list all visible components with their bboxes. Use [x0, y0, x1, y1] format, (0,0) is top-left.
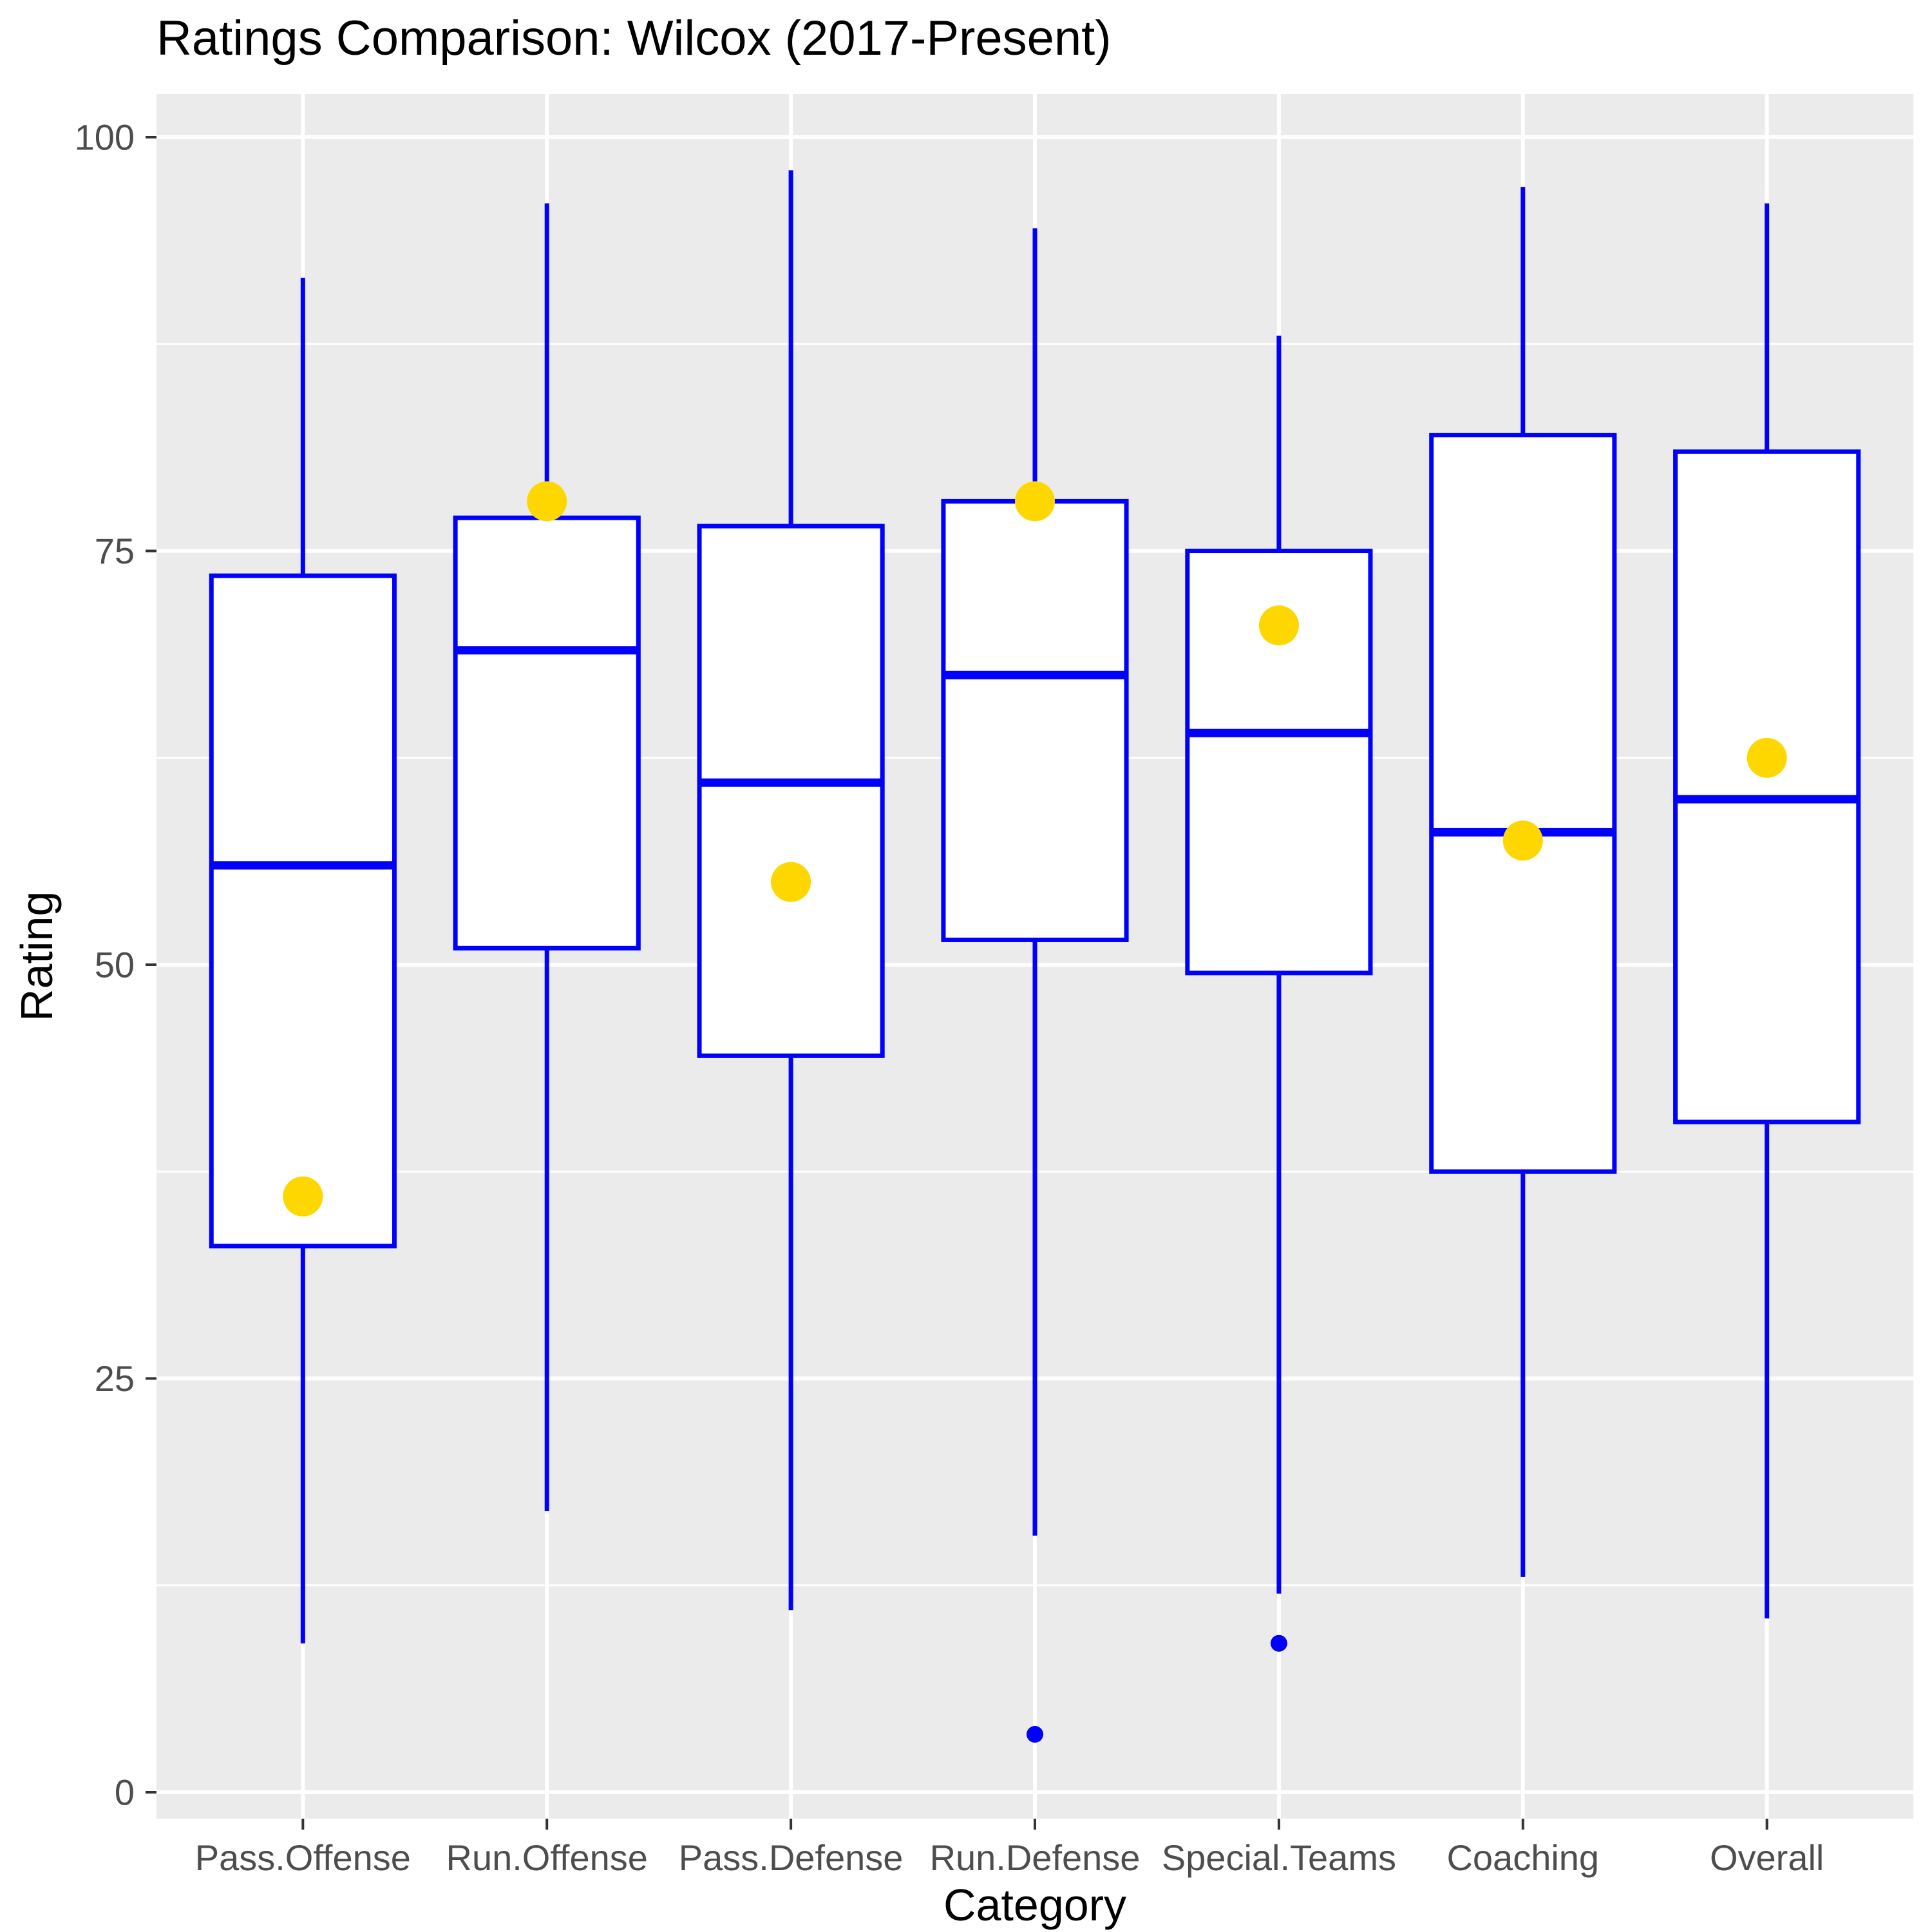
x-tick-label-Special.Teams: Special.Teams — [1162, 1837, 1396, 1878]
current-season-point-Special.Teams — [1258, 605, 1299, 646]
y-tick-label-50: 50 — [95, 945, 135, 985]
plot-title: Ratings Comparison: Wilcox (2017-Present… — [156, 11, 1112, 66]
box-Run.Offense — [453, 515, 641, 951]
x-tick-label-Run.Offense: Run.Offense — [446, 1837, 648, 1878]
y-axis-title: Rating — [12, 891, 62, 1022]
current-season-point-Coaching — [1502, 820, 1543, 861]
x-axis-title: Category — [943, 1880, 1127, 1930]
x-tick-label-Pass.Defense: Pass.Defense — [679, 1837, 904, 1878]
y-tick-label-100: 100 — [75, 117, 135, 158]
box-Pass.Offense — [209, 573, 397, 1249]
y-tick-label-25: 25 — [95, 1358, 135, 1399]
outlier-point-Run.Defense — [1027, 1726, 1043, 1743]
box-Overall — [1673, 449, 1861, 1124]
y-tick-label-75: 75 — [95, 531, 135, 571]
box-Coaching — [1429, 433, 1617, 1174]
current-season-point-Pass.Offense — [283, 1176, 323, 1217]
box-Run.Defense — [941, 498, 1129, 942]
current-season-point-Run.Offense — [527, 481, 567, 522]
x-tick-label-Overall: Overall — [1710, 1837, 1824, 1878]
outlier-point-Special.Teams — [1270, 1634, 1287, 1652]
current-season-point-Run.Defense — [1015, 481, 1055, 522]
x-tick-label-Pass.Offense: Pass.Offense — [195, 1837, 411, 1878]
y-tick-label-0: 0 — [115, 1772, 135, 1813]
x-tick-label-Coaching: Coaching — [1446, 1837, 1599, 1878]
current-season-point-Pass.Defense — [771, 862, 811, 902]
current-season-point-Overall — [1747, 737, 1787, 778]
box-Pass.Defense — [697, 524, 885, 1058]
x-tick-label-Run.Defense: Run.Defense — [930, 1837, 1141, 1878]
